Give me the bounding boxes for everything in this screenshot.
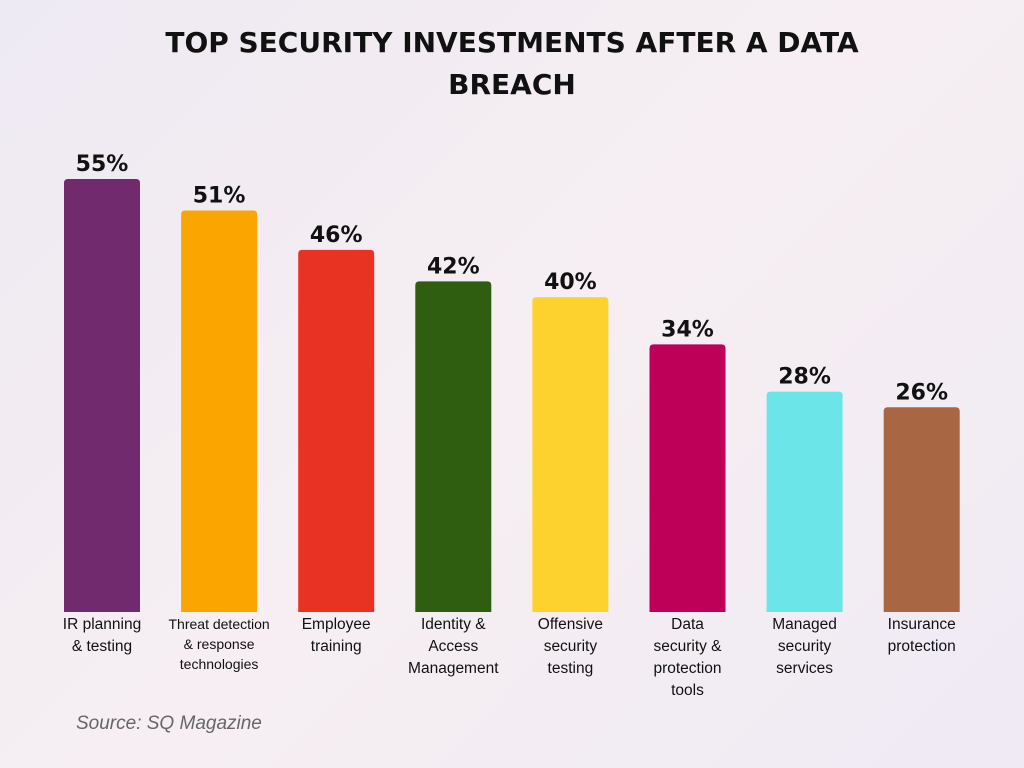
category-label-line: Access (428, 638, 479, 655)
category-label: Employee training (276, 614, 396, 658)
category-label-line: protection (887, 638, 956, 655)
bar (766, 391, 843, 612)
category-label: Insurance protection (862, 614, 982, 658)
category-label: Offensive security testing (510, 614, 630, 680)
category-label-line: Employee (301, 616, 371, 633)
category-label: Identity & Access Management (393, 614, 513, 680)
category-label-line: & testing (71, 638, 133, 655)
bar (64, 179, 140, 612)
data-label: 42% (427, 254, 480, 279)
category-label-line: IR planning (62, 616, 142, 633)
category-label: IR planning & testing (42, 614, 162, 658)
chart-title-line-1: TOP SECURITY INVESTMENTS AFTER A DATA (165, 26, 859, 59)
bar (181, 210, 258, 612)
category-label-line: Insurance (887, 616, 956, 633)
data-label: 55% (76, 152, 129, 177)
bar (415, 281, 492, 612)
chart-title-line-2: BREACH (448, 68, 576, 101)
category-label-line: Managed (772, 616, 837, 633)
category-label: Managed security services (745, 614, 865, 680)
category-label-line: testing (547, 660, 594, 677)
category-label-line: technologies (179, 656, 259, 672)
chart-title: TOP SECURITY INVESTMENTS AFTER A DATA BR… (0, 22, 1024, 106)
data-label: 28% (778, 365, 831, 390)
category-label-line: & response (183, 636, 255, 652)
bar (298, 249, 375, 612)
category-label: Threat detection & response technologies (159, 614, 279, 674)
category-label-line: security (777, 638, 832, 655)
category-label-line: security (543, 638, 598, 655)
category-label-line: protection (653, 660, 722, 677)
category-label-line: Threat detection (168, 616, 270, 632)
source-note: Source: SQ Magazine (76, 713, 262, 734)
bar (649, 344, 726, 612)
data-label: 34% (661, 317, 714, 342)
category-label-line: training (310, 638, 362, 655)
category-label-line: Management (408, 660, 499, 677)
data-label: 26% (895, 380, 948, 405)
category-label-line: Offensive (537, 616, 603, 633)
category-label-line: security & (653, 638, 722, 655)
bar (883, 407, 960, 612)
category-label-line: Data (671, 616, 704, 633)
data-label: 51% (193, 183, 246, 208)
category-label-line: tools (671, 682, 704, 699)
category-label-line: services (776, 660, 834, 677)
category-label-line: Identity & (420, 616, 486, 633)
category-label: Data security & protection tools (628, 614, 748, 702)
bar (532, 297, 609, 612)
data-label: 40% (544, 270, 597, 295)
data-label: 46% (310, 223, 363, 248)
